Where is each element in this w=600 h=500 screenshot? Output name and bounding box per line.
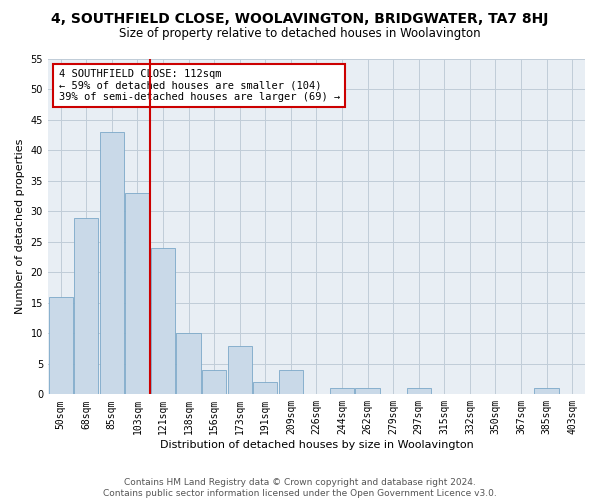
Text: 4, SOUTHFIELD CLOSE, WOOLAVINGTON, BRIDGWATER, TA7 8HJ: 4, SOUTHFIELD CLOSE, WOOLAVINGTON, BRIDG… (52, 12, 548, 26)
Bar (125, 193, 149, 394)
Bar (227, 346, 252, 395)
Bar (355, 388, 380, 394)
Bar (279, 370, 303, 394)
Bar (330, 388, 354, 394)
Bar (176, 334, 201, 394)
Bar (535, 388, 559, 394)
X-axis label: Distribution of detached houses by size in Woolavington: Distribution of detached houses by size … (160, 440, 473, 450)
Bar (407, 388, 431, 394)
Bar (202, 370, 226, 394)
Bar (49, 297, 73, 394)
Bar (253, 382, 277, 394)
Bar (100, 132, 124, 394)
Y-axis label: Number of detached properties: Number of detached properties (15, 139, 25, 314)
Text: 4 SOUTHFIELD CLOSE: 112sqm
← 59% of detached houses are smaller (104)
39% of sem: 4 SOUTHFIELD CLOSE: 112sqm ← 59% of deta… (59, 69, 340, 102)
Text: Contains HM Land Registry data © Crown copyright and database right 2024.
Contai: Contains HM Land Registry data © Crown c… (103, 478, 497, 498)
Bar (74, 218, 98, 394)
Bar (151, 248, 175, 394)
Text: Size of property relative to detached houses in Woolavington: Size of property relative to detached ho… (119, 28, 481, 40)
